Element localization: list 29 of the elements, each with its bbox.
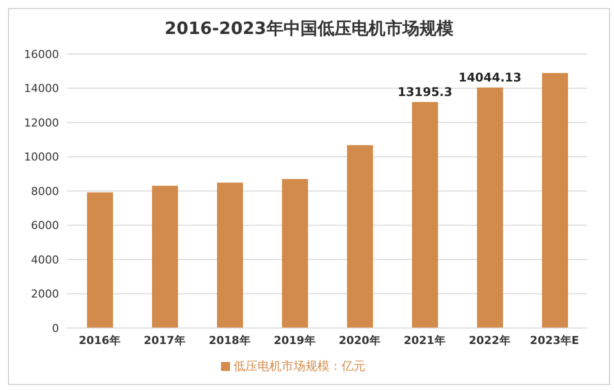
bar bbox=[87, 192, 113, 328]
y-tick-label: 0 bbox=[52, 322, 59, 335]
x-tick-label: 2022年 bbox=[468, 334, 510, 347]
x-tick-label: 2016年 bbox=[78, 334, 120, 347]
y-tick-label: 2000 bbox=[31, 288, 59, 301]
y-tick-label: 14000 bbox=[24, 82, 59, 96]
x-tick-label: 2017年 bbox=[144, 334, 186, 347]
y-tick-label: 8000 bbox=[31, 184, 59, 198]
y-tick-label: 10000 bbox=[24, 150, 59, 164]
x-tick-label: 2021年 bbox=[404, 334, 446, 347]
y-tick-label: 4000 bbox=[31, 253, 59, 266]
x-tick-label: 2019年 bbox=[274, 334, 316, 347]
bar bbox=[347, 145, 373, 328]
bar bbox=[542, 73, 568, 328]
x-tick-label: 2018年 bbox=[208, 334, 250, 347]
x-tick-label: 2020年 bbox=[338, 334, 380, 347]
bar bbox=[477, 87, 503, 328]
legend-label: 低压电机市场规模：亿元 bbox=[234, 359, 366, 373]
y-tick-label: 16000 bbox=[24, 48, 59, 61]
x-tick-label: 2023年E bbox=[530, 334, 580, 347]
chart-title: 2016-2023年中国低压电机市场规模 bbox=[164, 18, 454, 40]
y-tick-label: 6000 bbox=[31, 219, 59, 232]
data-label: 13195.3 bbox=[398, 85, 452, 100]
bar bbox=[217, 182, 243, 328]
bar bbox=[412, 102, 438, 328]
bar bbox=[282, 179, 308, 328]
data-label: 14044.13 bbox=[458, 70, 522, 84]
y-tick-label: 12000 bbox=[24, 116, 59, 130]
bar bbox=[152, 186, 178, 328]
